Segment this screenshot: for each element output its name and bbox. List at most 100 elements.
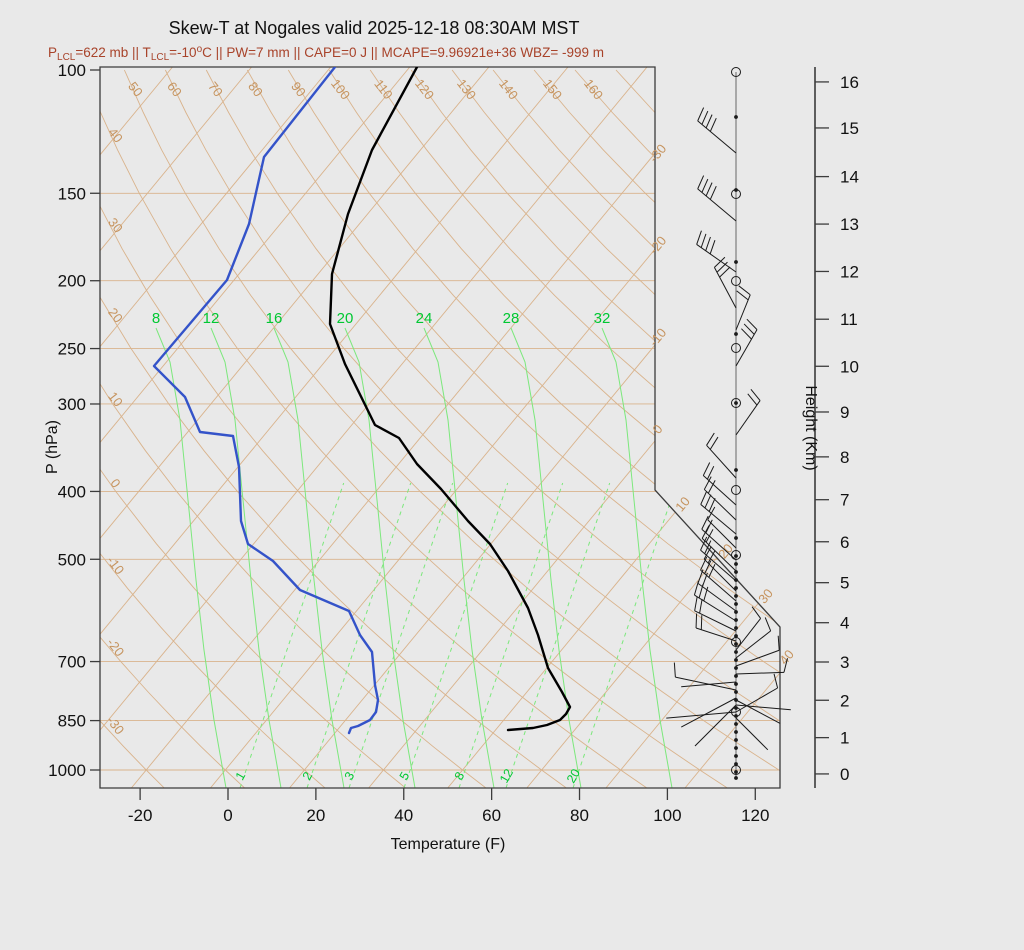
isotherm-line <box>100 67 490 788</box>
wind-barb-feather <box>773 673 779 689</box>
wind-barb-shaft <box>713 267 737 309</box>
temperature-tick-label: 80 <box>570 806 589 825</box>
wind-barb-feather <box>707 506 716 520</box>
isotherm-line <box>605 67 780 788</box>
wind-dot <box>734 642 738 646</box>
wind-barb-shaft <box>735 630 771 659</box>
wind-dot <box>734 578 738 582</box>
isotherm-line <box>100 67 411 788</box>
wind-barb-feather <box>702 462 711 476</box>
wind-barb <box>735 704 791 711</box>
dry-adiabat-label: 30 <box>105 215 126 236</box>
isotherm-label: -20 <box>646 233 670 257</box>
wind-barb-feather <box>705 236 711 251</box>
wind-barb-feather <box>703 546 712 560</box>
dewpoint-curve <box>152 67 380 735</box>
wind-dot <box>734 332 738 336</box>
dry-adiabat-label: 40 <box>105 125 126 146</box>
dry-adiabat-label: -10 <box>104 553 127 577</box>
wind-barb-feather <box>746 318 758 330</box>
wind-barb-feather <box>673 662 676 678</box>
dry-adiabat-line <box>369 69 780 788</box>
wind-barb-feather <box>709 436 719 450</box>
pressure-tick-label: 300 <box>58 395 86 414</box>
wind-barb <box>735 699 781 724</box>
wind-barb-shaft <box>701 528 737 561</box>
wind-barb-shaft <box>735 294 751 331</box>
temperature-curve <box>328 67 572 732</box>
height-tick-label: 3 <box>840 653 849 672</box>
dry-adiabat-label: 20 <box>105 305 126 326</box>
wind-barb <box>706 432 737 479</box>
wind-dot <box>734 260 738 264</box>
wind-dot <box>734 610 738 614</box>
mixing-ratio-label: 20 <box>564 766 583 785</box>
height-tick-label: 1 <box>840 729 849 748</box>
temperature-tick-label: 40 <box>394 806 413 825</box>
wind-barb-shaft <box>735 400 761 436</box>
wind-barb-shaft <box>735 717 769 751</box>
isotherm-line <box>100 67 648 788</box>
wind-barb-feather <box>700 233 707 248</box>
plot-border <box>99 66 781 789</box>
pressure-tick-label: 700 <box>58 653 86 672</box>
mixing-ratio-label: 12 <box>497 766 516 785</box>
isotherm-line <box>368 67 780 788</box>
height-tick-label: 6 <box>840 533 849 552</box>
wind-barb-feather <box>698 583 704 599</box>
wind-barb-shaft <box>735 671 784 675</box>
wind-dot <box>734 674 738 678</box>
wind-barb-shaft <box>694 594 737 622</box>
dry-adiabat-line <box>410 69 780 788</box>
wind-barb-feather <box>706 465 715 480</box>
isotherm-line <box>100 67 252 788</box>
wind-barb-feather <box>741 328 752 340</box>
dry-adiabat-label: 80 <box>245 79 266 100</box>
wind-dot <box>734 570 738 574</box>
moist-adiabat-label: 16 <box>266 310 283 327</box>
wind-circle <box>731 485 741 495</box>
wind-barb-feather <box>743 323 755 335</box>
wind-barb-shaft <box>735 618 762 651</box>
wind-barb-feather <box>709 117 717 132</box>
mixing-ratio-line <box>572 482 678 788</box>
wind-barb-feather <box>736 290 749 301</box>
wind-barb <box>695 613 737 642</box>
wind-barb-feather <box>738 285 751 296</box>
wind-dot <box>734 682 738 686</box>
isotherm-line <box>130 67 727 788</box>
moist-adiabat-line <box>344 327 416 788</box>
wind-barb <box>702 462 737 506</box>
height-tick-label: 8 <box>840 448 849 467</box>
height-tick-label: 15 <box>840 119 859 138</box>
height-tick-label: 4 <box>840 614 849 633</box>
wind-dot <box>734 594 738 598</box>
wind-barb-feather <box>704 560 712 574</box>
wind-barb-shaft <box>697 188 737 222</box>
isotherm-line <box>289 67 780 788</box>
wind-barb-feather <box>701 525 710 539</box>
pressure-tick-label: 500 <box>58 550 86 569</box>
wind-circle <box>731 276 741 286</box>
mixing-ratio-line <box>505 482 611 788</box>
dry-adiabat-line <box>100 69 572 788</box>
wind-barb-feather <box>705 114 713 129</box>
wind-barb <box>735 673 779 713</box>
wind-barb <box>713 256 737 309</box>
wind-dot <box>734 722 738 726</box>
wind-barb-feather <box>704 540 712 554</box>
wind-barb-feather <box>719 266 731 278</box>
pressure-tick-label: 850 <box>58 712 86 731</box>
wind-barb-feather <box>705 529 714 543</box>
subtitle-text: PLCL​=622 mb || TLCL​=-10o​C || PW=7 mm … <box>48 44 604 63</box>
wind-barb-feather <box>696 230 702 245</box>
wind-barb-feather <box>693 580 699 596</box>
height-tick-label: 14 <box>840 168 859 187</box>
wind-barb-feather <box>716 261 728 273</box>
moist-adiabat-line <box>155 327 227 788</box>
wind-barb <box>666 711 737 719</box>
wind-circle <box>731 765 741 775</box>
dry-adiabat-label: -30 <box>104 713 127 737</box>
